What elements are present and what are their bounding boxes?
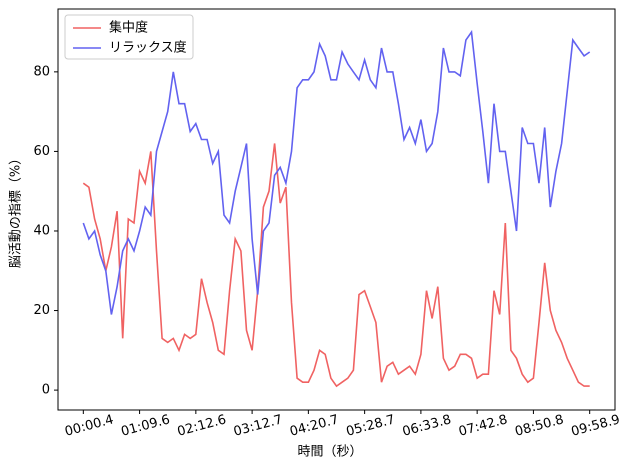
data-line — [82, 29, 591, 315]
y-tick-label: 40 — [33, 223, 50, 238]
x-tick-label: 08:50.8 — [513, 412, 565, 439]
y-tick-label: 60 — [33, 144, 50, 159]
x-tick-label: 09:58.9 — [570, 412, 622, 439]
x-axis-label: 時間（秒） — [297, 445, 362, 460]
y-tick-label: 0 — [42, 383, 50, 398]
plot-frame — [57, 8, 616, 411]
x-tick-label: 07:42.8 — [457, 412, 509, 439]
x-tick-label: 02:12.6 — [176, 412, 228, 439]
x-tick-label: 01:09.6 — [120, 412, 172, 439]
x-tick-label: 00:00.4 — [63, 412, 115, 439]
legend-label: リラックス度 — [109, 40, 187, 56]
x-tick-label: 06:33.8 — [401, 412, 453, 439]
y-tick-label: 20 — [33, 303, 50, 318]
legend-label: 集中度 — [109, 20, 148, 36]
y-axis-label: 脳活動の指標（%） — [9, 152, 24, 268]
x-tick-label: 03:12.7 — [232, 412, 284, 439]
data-line — [82, 143, 590, 388]
y-tick-label: 80 — [33, 64, 50, 79]
x-tick-label: 04:20.7 — [288, 412, 340, 439]
x-tick-label: 05:28.7 — [345, 412, 397, 439]
